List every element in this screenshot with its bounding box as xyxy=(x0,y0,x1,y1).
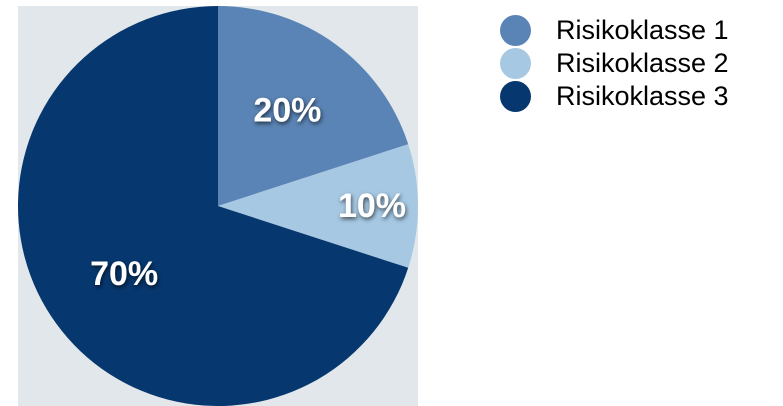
slice-data-label-2: 10% xyxy=(338,187,406,225)
legend-swatch xyxy=(500,48,531,79)
pie-slice-1 xyxy=(218,6,409,206)
slice-data-label-1: 20% xyxy=(253,92,321,130)
legend-label: Risikoklasse 2 xyxy=(556,48,729,78)
legend-label: Risikoklasse 1 xyxy=(556,15,729,45)
pie-slice-3 xyxy=(18,6,409,406)
pie-chart-panel: 20% 10% 70% xyxy=(18,6,418,406)
legend-item-risikoklasse-3: Risikoklasse 3 xyxy=(500,80,729,113)
legend-item-risikoklasse-2: Risikoklasse 2 xyxy=(500,47,729,80)
legend-swatch xyxy=(500,15,531,46)
pie-slice-2 xyxy=(218,144,418,268)
legend-swatch xyxy=(500,81,531,112)
pie-chart: 20% 10% 70% xyxy=(18,6,418,406)
legend-label: Risikoklasse 3 xyxy=(556,81,729,111)
legend: Risikoklasse 1 Risikoklasse 2 Risikoklas… xyxy=(500,14,729,113)
legend-item-risikoklasse-1: Risikoklasse 1 xyxy=(500,14,729,47)
slice-data-label-3: 70% xyxy=(90,255,158,293)
